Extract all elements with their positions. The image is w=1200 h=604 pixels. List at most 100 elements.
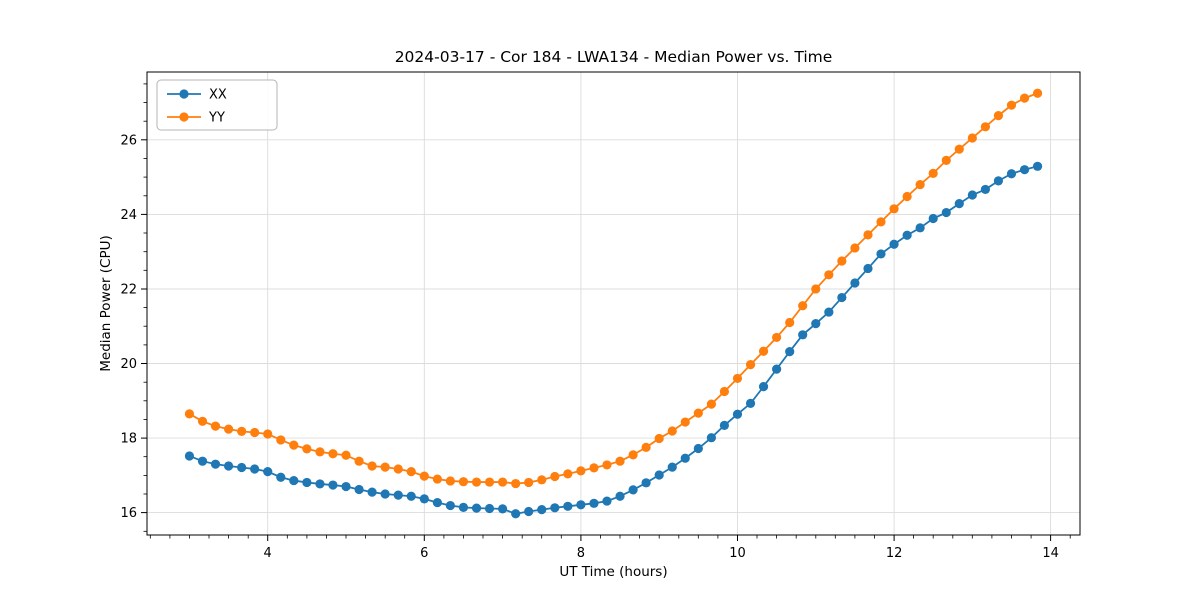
data-point <box>563 469 573 479</box>
legend-label-xx: XX <box>209 88 227 103</box>
data-point <box>758 346 769 356</box>
data-point <box>811 319 821 329</box>
data-point <box>863 230 873 240</box>
data-point <box>1019 165 1030 175</box>
data-point <box>380 462 390 472</box>
data-point <box>184 451 195 461</box>
data-point <box>393 464 403 474</box>
data-point <box>550 471 560 482</box>
gridlines <box>147 72 1080 535</box>
legend-marker <box>179 112 189 122</box>
x-tick-label: 4 <box>264 546 272 561</box>
data-point <box>576 466 586 476</box>
data-point <box>589 463 599 473</box>
y-tick-label: 26 <box>120 133 137 148</box>
data-point <box>197 456 208 466</box>
series-markers-xx <box>184 161 1043 519</box>
data-point <box>1006 169 1017 179</box>
data-point <box>798 301 808 311</box>
data-point <box>302 444 312 454</box>
data-point <box>511 478 521 489</box>
x-tick-label: 6 <box>420 546 428 561</box>
data-point <box>850 243 860 253</box>
data-point <box>341 481 351 492</box>
data-point <box>837 292 847 303</box>
data-point <box>367 461 377 471</box>
data-point <box>667 462 677 472</box>
data-point <box>732 373 743 384</box>
data-point <box>980 122 991 132</box>
data-point <box>876 249 886 259</box>
data-point <box>745 360 756 370</box>
data-point <box>628 485 638 495</box>
data-point <box>732 409 743 419</box>
data-point <box>445 500 455 511</box>
series-markers-yy <box>184 88 1043 489</box>
data-point <box>941 207 951 218</box>
data-point <box>289 475 299 486</box>
data-point <box>210 421 221 431</box>
data-point <box>993 111 1004 121</box>
data-point <box>210 459 221 469</box>
data-series <box>184 88 1043 519</box>
data-point <box>263 429 273 439</box>
data-point <box>915 223 925 233</box>
data-point <box>328 449 338 459</box>
data-point <box>237 462 247 473</box>
data-point <box>967 133 977 143</box>
data-point <box>223 461 234 471</box>
data-point <box>432 474 442 484</box>
data-point <box>889 204 899 214</box>
data-point <box>550 503 560 513</box>
data-point <box>223 424 234 434</box>
data-point <box>954 198 964 209</box>
y-tick-label: 22 <box>120 283 137 298</box>
axis-ticks <box>141 83 1071 541</box>
data-point <box>693 408 703 418</box>
data-point <box>785 317 795 328</box>
data-point <box>367 487 377 497</box>
data-point <box>628 450 638 460</box>
data-point <box>902 230 912 240</box>
data-point <box>458 477 469 487</box>
legend-marker <box>179 89 189 99</box>
tick-labels: 4 6 8 10 12 14 16 18 20 22 24 26 <box>120 133 1058 561</box>
data-point <box>471 477 482 487</box>
data-point <box>263 467 273 477</box>
data-point <box>654 470 664 480</box>
data-point <box>915 179 925 190</box>
data-point <box>1032 161 1043 171</box>
data-point <box>693 443 703 454</box>
data-point <box>354 456 364 466</box>
data-point <box>484 503 495 514</box>
data-point <box>602 496 612 506</box>
data-point <box>524 506 534 517</box>
data-point <box>354 484 364 495</box>
data-point <box>745 398 756 409</box>
data-point <box>1019 93 1030 103</box>
data-point <box>498 504 508 514</box>
x-tick-label: 14 <box>1042 546 1059 561</box>
data-point <box>432 497 442 508</box>
data-point <box>537 505 547 515</box>
data-point <box>772 364 782 374</box>
data-point <box>850 278 860 288</box>
data-point <box>315 479 325 489</box>
data-point <box>602 460 612 470</box>
data-point <box>928 213 938 224</box>
data-point <box>902 191 912 202</box>
data-point <box>237 426 247 436</box>
data-point <box>484 477 495 487</box>
data-point <box>824 270 834 280</box>
data-point <box>758 382 769 392</box>
data-point <box>967 190 977 200</box>
y-tick-label: 18 <box>120 432 137 447</box>
data-point <box>837 256 847 266</box>
legend-label-yy: YY <box>208 111 225 126</box>
data-point <box>798 330 808 340</box>
data-point <box>589 498 599 508</box>
data-point <box>719 386 730 397</box>
y-tick-label: 16 <box>120 506 137 521</box>
